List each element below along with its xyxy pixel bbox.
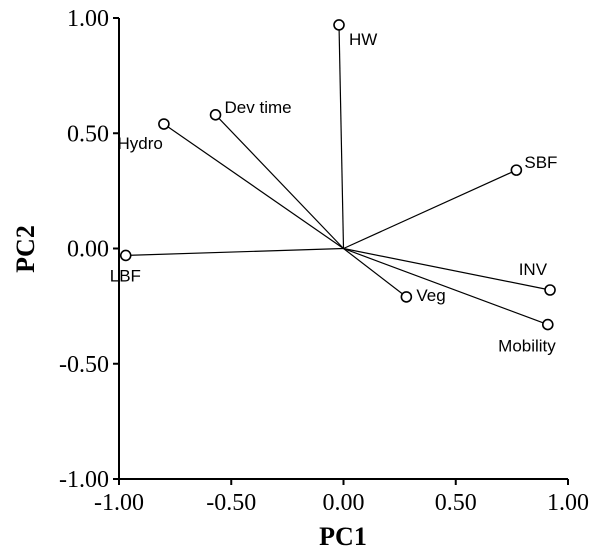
x-tick-label: 0.50	[435, 490, 477, 516]
point-marker-sbf	[510, 164, 523, 176]
x-axis-title: PC1	[319, 522, 367, 551]
vectors-layer	[125, 24, 551, 326]
y-tick-label: -1.00	[59, 467, 109, 493]
vector-line-sbf	[343, 169, 517, 250]
point-label-veg: Veg	[416, 286, 445, 305]
point-marker-inv	[544, 284, 556, 296]
point-marker-veg	[400, 291, 413, 303]
point-marker-hw	[333, 19, 345, 31]
point-label-inv: INV	[519, 260, 548, 279]
points-layer	[119, 19, 556, 331]
point-label-hw: HW	[349, 30, 377, 49]
vector-line-inv	[343, 247, 551, 291]
y-tick-label: 0.00	[67, 237, 109, 263]
vector-line-veg	[343, 248, 407, 298]
point-marker-dev-time	[209, 109, 222, 121]
x-tick-label: 1.00	[547, 490, 589, 516]
point-marker-mobility	[541, 318, 554, 331]
y-ticks-layer: 1.00 0.50 0.00 -0.50 -1.00	[59, 6, 119, 493]
point-label-sbf: SBF	[524, 153, 557, 172]
x-ticks-layer: -1.00 -0.50 0.00 0.50 1.00	[94, 479, 589, 516]
vector-line-lbf	[125, 247, 344, 257]
point-label-hydro: Hydro	[118, 134, 163, 153]
labels-layer: HW Dev time Hydro SBF LBF INV Veg Mobility	[110, 30, 558, 356]
y-tick-label: 0.50	[67, 121, 109, 147]
y-tick-label: -0.50	[59, 352, 109, 378]
point-label-dev-time: Dev time	[225, 98, 292, 117]
vector-line-dev-time	[215, 114, 344, 249]
y-tick-label: 1.00	[67, 6, 109, 32]
y-axis-title: PC2	[11, 225, 40, 273]
vector-line-hydro	[163, 123, 344, 249]
vector-line-mobility	[343, 247, 549, 326]
point-label-mobility: Mobility	[498, 337, 556, 356]
point-marker-hydro	[158, 118, 170, 130]
x-tick-label: -1.00	[94, 490, 144, 516]
point-label-lbf: LBF	[110, 266, 141, 285]
x-tick-label: 0.00	[323, 490, 365, 516]
x-tick-label: -0.50	[206, 490, 256, 516]
point-marker-lbf	[119, 249, 132, 262]
vector-line-hw	[338, 24, 345, 249]
